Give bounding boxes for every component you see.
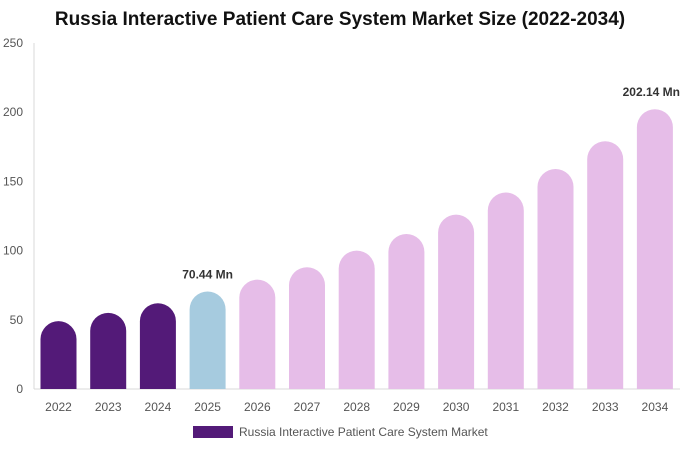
- y-tick-label: 100: [3, 244, 23, 258]
- bar-2022: [40, 321, 77, 389]
- data-label-2025: 70.44 Mn: [182, 268, 233, 282]
- bar-2034: [636, 109, 673, 389]
- data-label-2034: 202.14 Mn: [623, 85, 680, 99]
- x-tick-label: 2030: [443, 400, 470, 414]
- y-tick-label: 200: [3, 105, 23, 119]
- bar-2027: [289, 267, 325, 389]
- bar-2028: [338, 250, 375, 389]
- x-tick-label: 2033: [592, 400, 619, 414]
- x-tick-label: 2024: [145, 400, 172, 414]
- x-tick-label: 2025: [194, 400, 221, 414]
- x-tick-label: 2032: [542, 400, 569, 414]
- bar-2033: [587, 141, 624, 389]
- legend-label: Russia Interactive Patient Care System M…: [239, 425, 488, 439]
- y-tick-label: 250: [3, 36, 23, 50]
- bar-2026: [239, 279, 276, 389]
- chart-title: Russia Interactive Patient Care System M…: [54, 9, 626, 30]
- legend-swatch: [193, 426, 233, 438]
- x-tick-label: 2034: [642, 400, 669, 414]
- x-tick-label: 2027: [294, 400, 321, 414]
- bar-2023: [90, 312, 127, 389]
- x-tick-label: 2026: [244, 400, 271, 414]
- x-tick-label: 2028: [343, 400, 370, 414]
- legend: Russia Interactive Patient Care System M…: [193, 425, 488, 439]
- y-tick-label: 150: [3, 174, 23, 188]
- bar-2025: [189, 291, 226, 389]
- x-tick-label: 2023: [95, 400, 122, 414]
- bar-2031: [487, 192, 524, 389]
- bar-2030: [438, 214, 475, 389]
- x-tick-label: 2022: [45, 400, 72, 414]
- y-tick-label: 0: [16, 382, 23, 396]
- x-tick-label: 2029: [393, 400, 420, 414]
- x-tick-label: 2031: [492, 400, 519, 414]
- bar-2032: [537, 168, 574, 389]
- bar-2024: [139, 303, 176, 389]
- bar-2029: [388, 233, 425, 389]
- y-tick-label: 50: [10, 313, 24, 327]
